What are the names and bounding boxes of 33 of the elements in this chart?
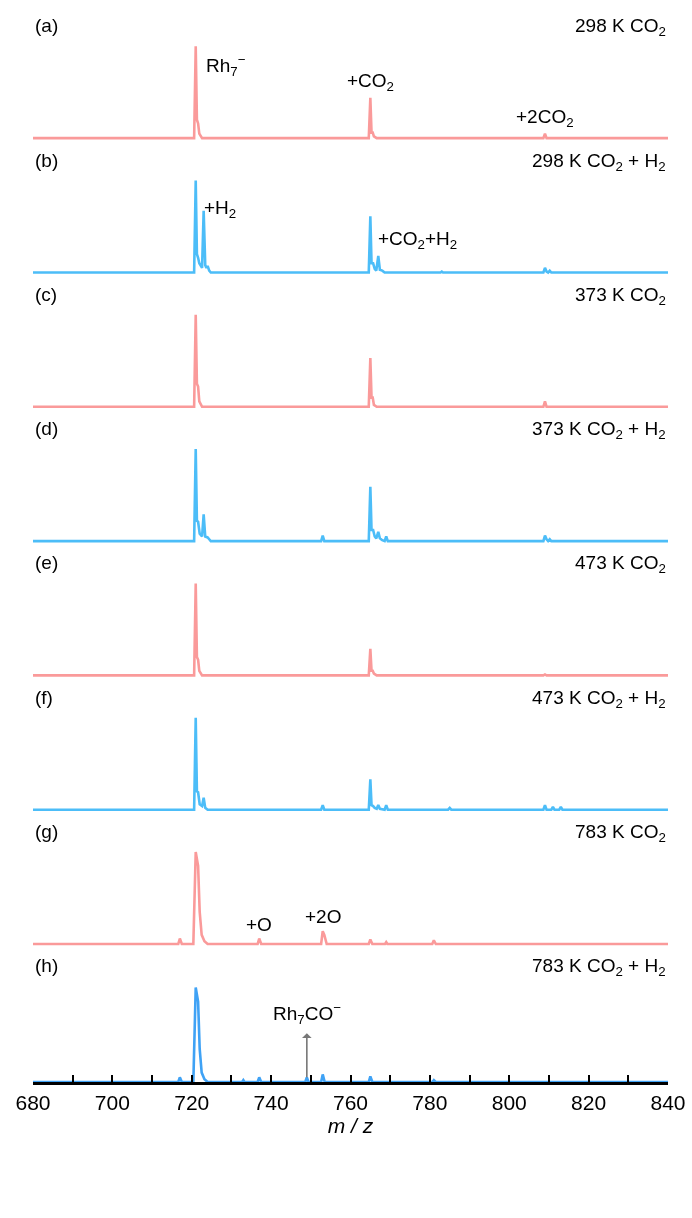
- text: (c): [35, 284, 58, 305]
- annotation: Rh$_{7}$CO$^{−}$: [273, 1000, 342, 1027]
- x-tick-label: 800: [491, 1090, 527, 1114]
- text: (f): [35, 687, 53, 708]
- text: (h): [35, 955, 59, 976]
- x-tick-label: 840: [650, 1090, 686, 1114]
- annotation: +2O: [305, 906, 342, 927]
- annotation: +CO$_{2}$+H$_{2}$: [378, 228, 458, 252]
- x-axis-title: m / z: [327, 1114, 374, 1138]
- annotation: +CO$_{2}$: [347, 70, 395, 94]
- text: (b): [35, 150, 59, 171]
- text: (e): [35, 552, 59, 573]
- x-tick-label: 780: [412, 1090, 448, 1114]
- annotation: +O: [246, 914, 272, 935]
- text: 783 K CO$_{2}$ + H$_{2}$: [532, 955, 666, 979]
- text: 298 K CO$_{2}$ + H$_{2}$: [532, 150, 666, 174]
- text: (a): [35, 15, 59, 36]
- x-tick-label: 760: [332, 1090, 369, 1114]
- annotation: +2CO$_{2}$: [516, 106, 574, 130]
- text: (g): [35, 821, 59, 842]
- text: (d): [35, 418, 59, 439]
- x-tick-label: 820: [571, 1090, 607, 1114]
- text: 473 K CO$_{2}$: [575, 552, 666, 576]
- x-tick-label: 740: [253, 1090, 289, 1114]
- x-tick-label: 720: [174, 1090, 210, 1114]
- annotation: +H$_{2}$: [204, 197, 237, 221]
- text: 373 K CO$_{2}$: [575, 284, 666, 308]
- x-tick-label: 680: [15, 1090, 51, 1114]
- text: 783 K CO$_{2}$: [575, 821, 666, 845]
- text: 473 K CO$_{2}$ + H$_{2}$: [532, 687, 666, 711]
- text: 298 K CO$_{2}$: [575, 15, 666, 39]
- text: 373 K CO$_{2}$ + H$_{2}$: [532, 418, 666, 442]
- x-tick-label: 700: [94, 1090, 130, 1114]
